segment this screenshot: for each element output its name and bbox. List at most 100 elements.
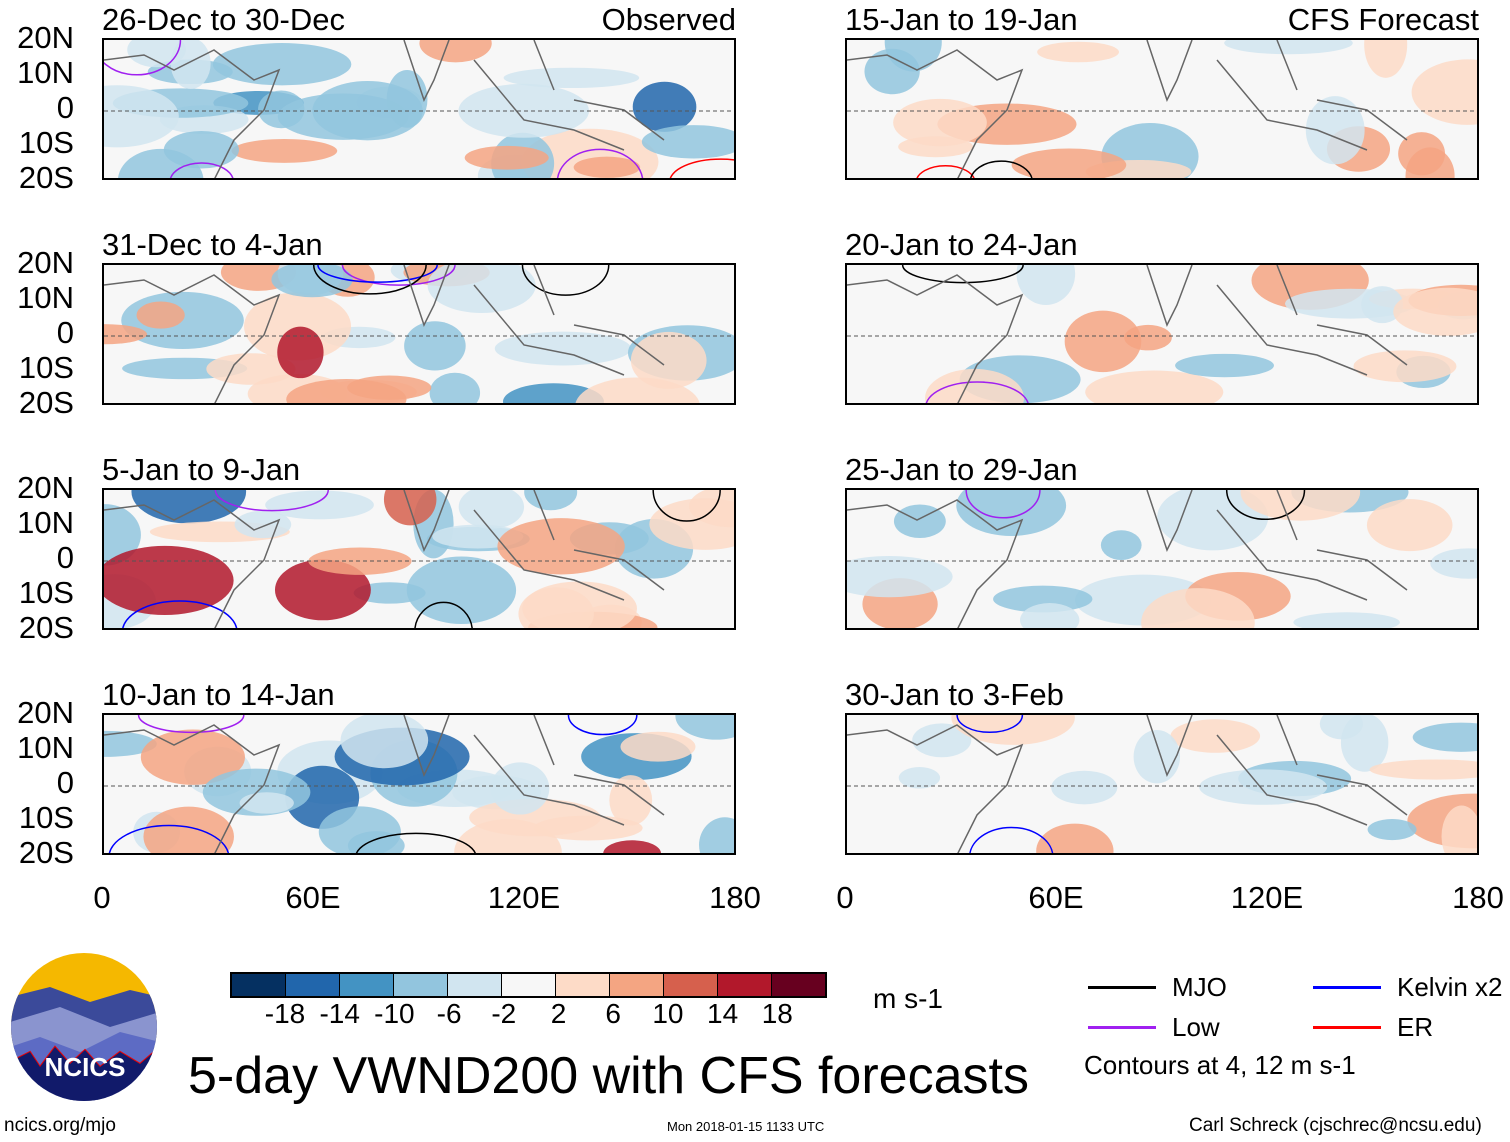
anomaly-shading	[1353, 350, 1457, 383]
colorbar-swatch	[286, 974, 340, 996]
main-title: 5-day VWND200 with CFS forecasts	[188, 1047, 1029, 1105]
colorbar	[230, 972, 827, 998]
lat-label: 20S	[18, 160, 74, 195]
lat-label: 10N	[17, 280, 74, 315]
lon-label: 60E	[1028, 880, 1084, 915]
anomaly-shading	[1133, 729, 1181, 784]
map-panel	[845, 263, 1479, 405]
anomaly-shading	[847, 555, 953, 598]
wave-contour	[169, 162, 234, 178]
wave-contour	[137, 715, 245, 734]
anomaly-shading	[1157, 490, 1269, 551]
map-panel	[102, 488, 736, 630]
anomaly-shading	[131, 490, 247, 524]
wave-contour	[652, 490, 721, 522]
footer-url[interactable]: ncics.org/mjo	[4, 1115, 116, 1136]
anomaly-shading	[951, 715, 1075, 745]
anomaly-shading	[1199, 769, 1328, 805]
panel-title: 15-Jan to 19-Jan	[845, 2, 1078, 37]
coastline	[847, 40, 1408, 178]
anomaly-shading	[573, 156, 641, 178]
colorbar-swatch	[556, 974, 610, 996]
anomaly-shading	[503, 67, 640, 89]
colorbar-swatch	[448, 974, 502, 996]
anomaly-shading	[458, 83, 590, 138]
wave-contour	[521, 265, 610, 296]
colorbar-label: 6	[605, 998, 621, 1029]
map-panel	[102, 38, 736, 180]
anomaly-shading	[464, 145, 549, 170]
colorbar-swatch	[718, 974, 772, 996]
anomaly-shading	[265, 490, 374, 520]
anomaly-shading	[956, 490, 1067, 536]
anomaly-shading	[620, 731, 696, 762]
anomaly-shading	[1293, 612, 1400, 628]
anomaly-shading	[497, 518, 625, 575]
legend-label: ER	[1397, 1012, 1434, 1042]
legend-label: Kelvin x2	[1397, 972, 1503, 1002]
map-panel	[845, 713, 1479, 855]
colorbar-swatch	[502, 974, 556, 996]
lat-label: 20S	[18, 835, 74, 870]
lon-label: 120E	[1230, 880, 1304, 915]
anomaly-shading	[1305, 96, 1365, 165]
lon-label: 120E	[487, 880, 561, 915]
anomaly-shading	[271, 265, 353, 298]
anomaly-shading	[1240, 490, 1361, 521]
panel-title: 31-Dec to 4-Jan	[102, 227, 323, 262]
lat-label: 10N	[17, 730, 74, 765]
anomaly-shading	[1393, 287, 1477, 336]
anomaly-shading	[1170, 719, 1261, 753]
panel-title: 30-Jan to 3-Feb	[845, 677, 1064, 712]
wave-contour	[312, 265, 427, 295]
wave-contour	[669, 158, 734, 178]
wave-contour	[214, 490, 329, 512]
anomaly-shading	[419, 40, 492, 63]
wave-contour	[567, 715, 638, 736]
coastline	[847, 715, 1408, 853]
colorbar-label: 2	[550, 998, 567, 1029]
anomaly-shading	[104, 324, 148, 345]
lon-label: 0	[93, 880, 111, 915]
legend-line	[1313, 1026, 1381, 1029]
anomaly-shading	[1364, 40, 1408, 78]
anomaly-shading	[675, 715, 734, 740]
wave-contour	[901, 265, 1024, 284]
anomaly-shading	[1441, 805, 1477, 853]
anomaly-shading	[925, 368, 1024, 403]
anomaly-shading	[1366, 499, 1453, 552]
colorbar-label: -10	[374, 998, 415, 1029]
anomaly-shading	[274, 559, 371, 621]
lon-label: 180	[1452, 880, 1504, 915]
anomaly-shading	[277, 326, 324, 379]
anomaly-shading	[244, 292, 352, 361]
anomaly-shading	[1036, 823, 1114, 853]
lon-label: 60E	[285, 880, 341, 915]
anomaly-shading	[1411, 59, 1477, 125]
panel-title: 25-Jan to 29-Jan	[845, 452, 1078, 487]
anomaly-shading	[231, 139, 338, 163]
anomaly-shading	[884, 40, 942, 72]
panel-title: 5-Jan to 9-Jan	[102, 452, 301, 487]
anomaly-shading	[1100, 530, 1142, 560]
anomaly-shading	[1016, 265, 1076, 305]
colorbar-label: -2	[491, 998, 517, 1029]
lat-label: 0	[56, 540, 74, 575]
panel-tag: Observed	[601, 2, 736, 37]
wave-contour	[341, 265, 456, 286]
ncics-logo: NCICS	[11, 953, 157, 1101]
lat-label: 10N	[17, 55, 74, 90]
anomaly-shading	[347, 375, 432, 400]
contour-note: Contours at 4, 12 m s-1	[1084, 1050, 1356, 1080]
wave-contour	[556, 148, 644, 178]
anomaly-shading	[1051, 770, 1118, 805]
anomaly-shading	[993, 585, 1093, 613]
anomaly-shading	[406, 556, 517, 624]
anomaly-shading	[104, 545, 234, 616]
legend-line	[1088, 986, 1156, 989]
anomaly-shading	[609, 775, 653, 826]
colorbar-label: -6	[436, 998, 462, 1029]
lat-label: 0	[56, 765, 74, 800]
anomaly-shading	[1224, 40, 1353, 55]
wave-contour	[956, 715, 1024, 734]
